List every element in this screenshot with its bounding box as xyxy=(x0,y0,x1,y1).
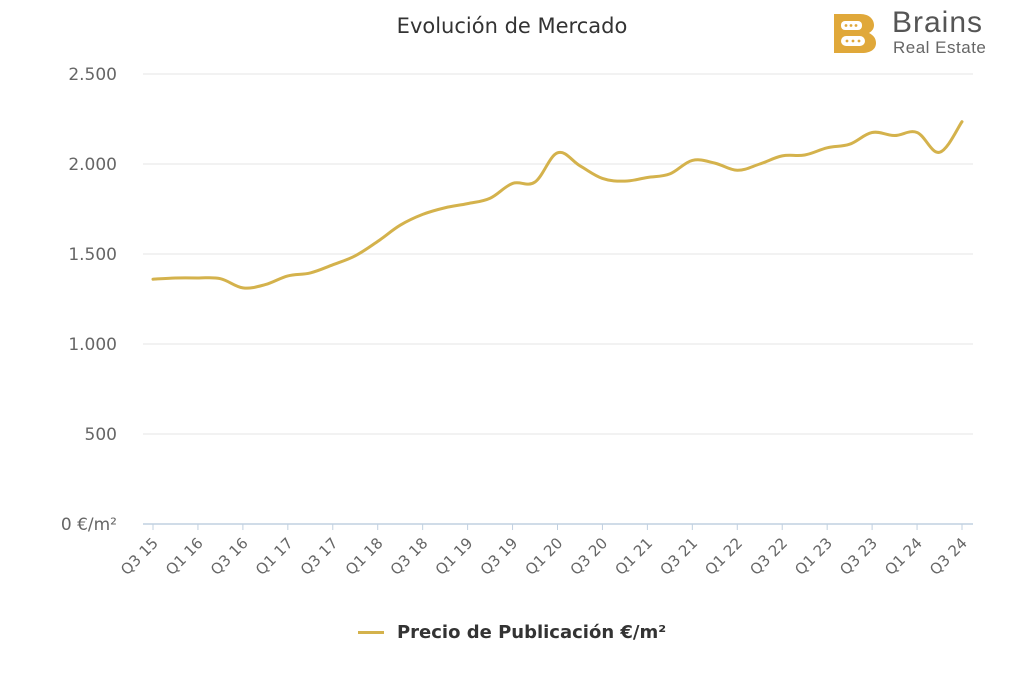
data-point[interactable] xyxy=(396,221,404,229)
x-tick-label: Q1 19 xyxy=(432,534,477,579)
data-point[interactable] xyxy=(958,118,966,126)
x-tick-label: Q3 21 xyxy=(656,534,701,579)
y-axis-ticks: 0 €/m² 500 1.000 1.500 2.000 2.500 xyxy=(61,65,117,535)
data-point[interactable] xyxy=(936,148,944,156)
x-tick-label: Q1 17 xyxy=(252,534,297,579)
legend[interactable]: Precio de Publicación €/m² xyxy=(0,622,1024,643)
y-tick-label: 0 €/m² xyxy=(61,515,117,535)
data-point[interactable] xyxy=(464,200,472,208)
x-tick-label: Q1 24 xyxy=(881,534,926,579)
data-point[interactable] xyxy=(801,151,809,159)
legend-label: Precio de Publicación €/m² xyxy=(396,622,667,643)
data-point[interactable] xyxy=(643,174,651,182)
y-tick-label: 2.500 xyxy=(68,65,117,85)
data-point[interactable] xyxy=(531,178,539,186)
data-point[interactable] xyxy=(756,160,764,168)
x-tick-label: Q3 22 xyxy=(746,534,791,579)
x-tick-label: Q3 18 xyxy=(387,534,432,579)
data-point[interactable] xyxy=(441,204,449,212)
y-tick-label: 2.000 xyxy=(68,155,117,175)
x-tick-label: Q1 16 xyxy=(162,534,207,579)
data-point[interactable] xyxy=(554,149,562,157)
brand-logo: Brains Real Estate xyxy=(830,6,1020,60)
data-point[interactable] xyxy=(891,132,899,140)
x-tick-label: Q1 21 xyxy=(612,534,657,579)
data-point[interactable] xyxy=(666,170,674,178)
y-tick-label: 1.500 xyxy=(68,245,117,265)
data-point[interactable] xyxy=(621,177,629,185)
data-point[interactable] xyxy=(846,140,854,148)
data-point[interactable] xyxy=(711,159,719,167)
x-tick-label: Q1 20 xyxy=(522,534,567,579)
x-tick-label: Q3 23 xyxy=(836,534,881,579)
data-point[interactable] xyxy=(374,237,382,245)
data-point[interactable] xyxy=(239,284,247,292)
data-point[interactable] xyxy=(486,194,494,202)
y-tick-label: 500 xyxy=(85,425,117,445)
x-tick-label: Q1 18 xyxy=(342,534,387,579)
data-point[interactable] xyxy=(823,144,831,152)
x-tick-label: Q3 17 xyxy=(297,534,342,579)
data-point[interactable] xyxy=(688,156,696,164)
y-tick-label: 1.000 xyxy=(68,335,117,355)
data-point[interactable] xyxy=(509,179,517,187)
chart-title: Evolución de Mercado xyxy=(396,14,628,38)
data-point[interactable] xyxy=(868,129,876,137)
x-axis-ticks: Q3 15 Q1 16 Q3 16 Q1 17 Q3 17 Q1 18 Q3 18 Q1 19… xyxy=(117,524,971,579)
data-point[interactable] xyxy=(149,275,157,283)
data-point[interactable] xyxy=(261,281,269,289)
data-point[interactable] xyxy=(598,174,606,182)
series-line-precio[interactable] xyxy=(151,120,964,290)
x-tick-label: Q3 16 xyxy=(207,534,252,579)
x-tick-label: Q3 15 xyxy=(117,534,162,579)
brand-name: Brains xyxy=(892,6,984,39)
data-point[interactable] xyxy=(284,272,292,280)
legend-swatch xyxy=(357,631,384,634)
data-point[interactable] xyxy=(778,152,786,160)
x-tick-label: Q3 24 xyxy=(926,534,971,579)
data-point[interactable] xyxy=(216,275,224,283)
line-chart: 0 €/m² 500 1.000 1.500 2.000 2.500 Q3 15 Q1 16… xyxy=(61,65,973,579)
data-point[interactable] xyxy=(171,274,179,282)
x-tick-label: Q3 19 xyxy=(477,534,522,579)
data-point[interactable] xyxy=(329,261,337,269)
data-point[interactable] xyxy=(351,252,359,260)
data-point[interactable] xyxy=(194,274,202,282)
data-point[interactable] xyxy=(419,210,427,218)
data-point[interactable] xyxy=(733,166,741,174)
series-group xyxy=(149,118,966,292)
data-point[interactable] xyxy=(913,129,921,137)
data-point[interactable] xyxy=(306,269,314,277)
x-tick-label: Q1 23 xyxy=(791,534,836,579)
x-tick-label: Q1 22 xyxy=(701,534,746,579)
data-point[interactable] xyxy=(576,162,584,170)
brains-logo-icon xyxy=(834,14,876,53)
brand-tagline: Real Estate xyxy=(893,38,987,57)
x-tick-label: Q3 20 xyxy=(567,534,612,579)
